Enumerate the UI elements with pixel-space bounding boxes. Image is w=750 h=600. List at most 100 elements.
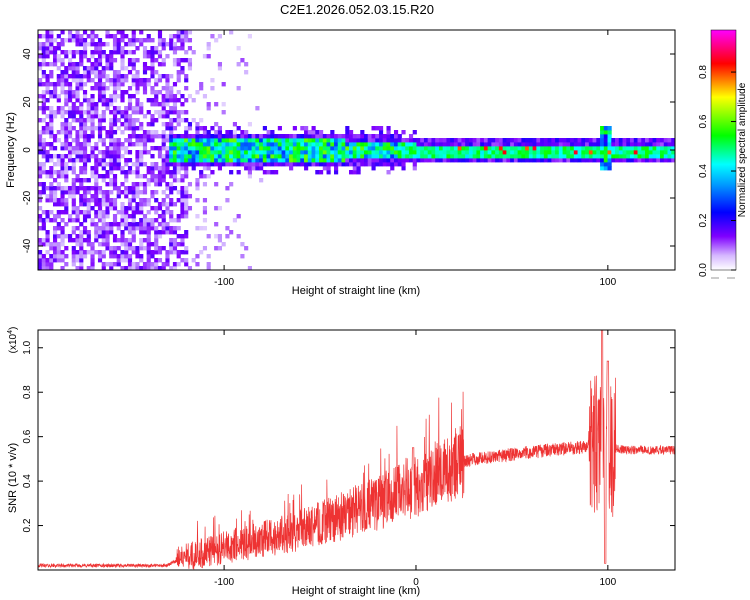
- spectrogram-cell: [139, 222, 144, 227]
- spectrogram-cell: [139, 266, 144, 270]
- spectrogram-cell: [352, 166, 357, 171]
- spectrogram-cell: [75, 106, 80, 111]
- spectrogram-cell: [82, 254, 88, 259]
- spectrogram-cell: [247, 34, 252, 39]
- colorbar-label: Normalized spectral amplitude: [737, 82, 748, 217]
- spectrogram-cell: [49, 210, 54, 215]
- spectrogram-cell: [281, 138, 286, 143]
- spectrogram-cell: [86, 138, 91, 143]
- spectrogram-cell: [229, 158, 234, 163]
- spectrogram-cell: [416, 146, 421, 151]
- spectrogram-cell: [38, 42, 43, 47]
- spectrogram-cell: [588, 142, 593, 147]
- spectrogram-cell: [86, 98, 91, 103]
- spectrogram-cell: [56, 138, 61, 143]
- spectrogram-cell: [671, 150, 675, 155]
- spectrogram-cell: [112, 110, 118, 115]
- spectrogram-cell: [64, 134, 69, 139]
- spectrogram-cell: [97, 90, 103, 95]
- spectrogram-cell: [491, 154, 496, 159]
- spectrogram-cell: [247, 170, 252, 175]
- spectrogram-cell: [210, 86, 215, 91]
- spectrogram-cell: [244, 246, 249, 251]
- spectrogram-cell: [270, 170, 275, 175]
- spectrogram-cell: [101, 154, 106, 159]
- spectrogram-cell: [465, 150, 470, 155]
- spectrogram-cell: [124, 186, 129, 191]
- spectrogram-cell: [41, 166, 46, 171]
- spectrogram-cell: [150, 46, 155, 51]
- spectrogram-cell: [79, 122, 84, 127]
- spectrogram-cell: [94, 106, 99, 111]
- spectrogram-cell: [322, 154, 327, 159]
- spectrogram-cell: [75, 250, 80, 255]
- spectrogram-cell: [393, 150, 399, 155]
- spectrogram-cell: [97, 62, 103, 67]
- spectrogram-cell: [56, 42, 61, 47]
- spectrogram-cell: [319, 162, 324, 167]
- spectrogram-cell: [221, 110, 226, 115]
- spectrogram-cell: [618, 142, 623, 147]
- spectrogram-cell: [510, 154, 515, 159]
- spectrogram-y-tick-label: -40: [22, 238, 33, 253]
- spectrogram-cell: [289, 142, 294, 147]
- spectrogram-cell: [157, 42, 163, 47]
- spectrogram-cell: [232, 154, 237, 159]
- spectrogram-cell: [307, 154, 312, 159]
- spectrogram-cell: [79, 166, 84, 171]
- spectrogram-cell: [217, 134, 223, 139]
- spectrogram-cell: [289, 150, 294, 155]
- spectrogram-cell: [82, 186, 88, 191]
- spectrogram-cell: [236, 154, 241, 159]
- spectrogram-cell: [157, 50, 163, 55]
- spectrogram-cell: [139, 38, 144, 43]
- spectrogram-cell: [131, 82, 136, 87]
- spectrogram-cell: [446, 146, 451, 151]
- spectrogram-cell: [270, 142, 275, 147]
- spectrogram-cell: [101, 254, 106, 259]
- spectrogram-cell: [510, 146, 515, 151]
- spectrogram-cell: [570, 142, 575, 147]
- spectrogram-cell: [588, 146, 593, 151]
- spectrogram-cell: [195, 158, 200, 163]
- spectrogram-cell: [596, 146, 601, 151]
- spectrogram-cell: [41, 50, 46, 55]
- spectrogram-cell: [124, 258, 129, 263]
- spectrogram-cell: [67, 98, 73, 103]
- spectrogram-cell: [491, 150, 496, 155]
- spectrogram-cell: [101, 226, 106, 231]
- spectrogram-cell: [386, 158, 391, 163]
- spectrogram-cell: [172, 102, 178, 107]
- spectrogram-cell: [64, 82, 69, 87]
- spectrogram-cell: [206, 42, 211, 47]
- spectrogram-cell: [157, 78, 163, 83]
- spectrogram-cell: [86, 42, 91, 47]
- spectrogram-cell: [195, 254, 200, 259]
- spectrogram-cell: [142, 78, 148, 83]
- spectrogram-cell: [180, 162, 185, 167]
- spectrogram-cell: [165, 158, 170, 163]
- spectrogram-cell: [259, 138, 264, 143]
- spectrogram-cell: [71, 202, 76, 207]
- spectrogram-cell: [86, 214, 91, 219]
- spectrogram-cell: [600, 166, 605, 171]
- spectrogram-cell: [349, 146, 354, 151]
- snr-y-axis-label: SNR (10 * v/v): [7, 443, 19, 513]
- spectrogram-cell: [60, 110, 65, 115]
- spectrogram-cell: [75, 234, 80, 239]
- spectrogram-cell: [600, 146, 605, 151]
- spectrogram-cell: [52, 138, 58, 143]
- spectrogram-cell: [453, 154, 459, 159]
- spectrogram-cell: [371, 162, 376, 167]
- spectrogram-cell: [506, 154, 511, 159]
- spectrogram-cell: [645, 142, 650, 147]
- spectrogram-cell: [75, 214, 80, 219]
- spectrogram-cell: [79, 222, 84, 227]
- spectrogram-cell: [101, 74, 106, 79]
- spectrogram-cell: [52, 218, 58, 223]
- spectrogram-cell: [38, 182, 43, 187]
- spectrogram-cell: [150, 54, 155, 59]
- spectrogram-cell: [79, 202, 84, 207]
- spectrogram-cell: [540, 150, 545, 155]
- spectrogram-cell: [180, 174, 185, 179]
